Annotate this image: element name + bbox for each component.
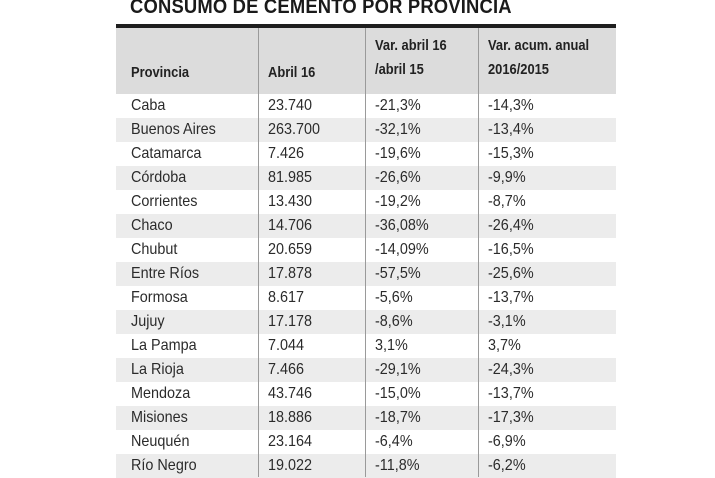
cell-var: -57,5% xyxy=(375,265,421,282)
cell-abril: 81.985 xyxy=(268,169,313,186)
cell-provincia: Neuquén xyxy=(131,433,190,450)
cell-provincia: Mendoza xyxy=(131,385,191,402)
header-var-line2: /abril 15 xyxy=(375,61,424,78)
table-row: Chaco 14.706 -36,08% -26,4% xyxy=(116,214,616,238)
table-row: Corrientes 13.430 -19,2% -8,7% xyxy=(116,190,616,214)
cell-abril: 17.178 xyxy=(268,313,313,330)
cell-abril: 13.430 xyxy=(268,193,313,210)
cell-abril: 17.878 xyxy=(268,265,313,282)
cell-acum: -8,7% xyxy=(488,193,526,210)
table-row: Buenos Aires 263.700 -32,1% -13,4% xyxy=(116,118,616,142)
cell-acum: -15,3% xyxy=(488,145,534,162)
cell-acum: -17,3% xyxy=(488,409,534,426)
cell-var: -6,4% xyxy=(375,433,413,450)
cell-acum: -13,4% xyxy=(488,121,534,138)
cell-provincia: Caba xyxy=(131,97,166,114)
cell-var: -11,8% xyxy=(375,457,420,474)
table-row: Jujuy 17.178 -8,6% -3,1% xyxy=(116,310,616,334)
cell-acum: -13,7% xyxy=(488,385,534,402)
cell-provincia: Corrientes xyxy=(131,193,198,210)
cell-abril: 8.617 xyxy=(268,289,305,306)
table-row: Chubut 20.659 -14,09% -16,5% xyxy=(116,238,616,262)
cell-var: -18,7% xyxy=(375,409,421,426)
cell-provincia: Formosa xyxy=(131,289,188,306)
header-acum-line1: Var. acum. anual xyxy=(488,37,590,54)
cell-var: -14,09% xyxy=(375,241,429,258)
table-row: La Pampa 7.044 3,1% 3,7% xyxy=(116,334,616,358)
table-row: Formosa 8.617 -5,6% -13,7% xyxy=(116,286,616,310)
cell-abril: 20.659 xyxy=(268,241,313,258)
cell-abril: 7.044 xyxy=(268,337,305,354)
cell-var: -5,6% xyxy=(375,289,413,306)
cement-table: Provincia Abril 16 Var. abril 16 /abril … xyxy=(116,28,616,478)
table-header: Provincia Abril 16 Var. abril 16 /abril … xyxy=(116,28,616,94)
table-title: CONSUMO DE CEMENTO POR PROVINCIA xyxy=(130,0,512,18)
cell-abril: 23.740 xyxy=(268,97,313,114)
cell-var: 3,1% xyxy=(375,337,408,354)
cell-provincia: Chubut xyxy=(131,241,178,258)
cell-var: -19,2% xyxy=(375,193,421,210)
cell-acum: -13,7% xyxy=(488,289,534,306)
table-row: Mendoza 43.746 -15,0% -13,7% xyxy=(116,382,616,406)
cell-acum: -6,2% xyxy=(488,457,526,474)
cell-provincia: Catamarca xyxy=(131,145,202,162)
table-row: Misiones 18.886 -18,7% -17,3% xyxy=(116,406,616,430)
cell-acum: -24,3% xyxy=(488,361,534,378)
cell-abril: 7.466 xyxy=(268,361,305,378)
cell-provincia: Jujuy xyxy=(131,313,165,330)
cell-provincia: Buenos Aires xyxy=(131,121,216,138)
column-divider xyxy=(258,28,259,477)
cell-acum: -26,4% xyxy=(488,217,534,234)
cell-provincia: Chaco xyxy=(131,217,173,234)
cell-var: -21,3% xyxy=(375,97,421,114)
header-provincia: Provincia xyxy=(131,64,190,81)
cell-acum: -9,9% xyxy=(488,169,526,186)
cell-abril: 18.886 xyxy=(268,409,313,426)
column-divider xyxy=(365,28,366,477)
cell-abril: 23.164 xyxy=(268,433,313,450)
cell-var: -19,6% xyxy=(375,145,421,162)
table-row: La Rioja 7.466 -29,1% -24,3% xyxy=(116,358,616,382)
cell-provincia: Córdoba xyxy=(131,169,187,186)
cell-acum: -3,1% xyxy=(488,313,526,330)
cell-abril: 43.746 xyxy=(268,385,313,402)
table-row: Entre Ríos 17.878 -57,5% -25,6% xyxy=(116,262,616,286)
cell-provincia: La Pampa xyxy=(131,337,197,354)
header-var-line1: Var. abril 16 xyxy=(375,37,447,54)
cell-provincia: Entre Ríos xyxy=(131,265,200,282)
table-row: Neuquén 23.164 -6,4% -6,9% xyxy=(116,430,616,454)
cell-var: -36,08% xyxy=(375,217,429,234)
cell-acum: -25,6% xyxy=(488,265,534,282)
cell-var: -26,6% xyxy=(375,169,421,186)
cell-var: -32,1% xyxy=(375,121,421,138)
cell-acum: -14,3% xyxy=(488,97,534,114)
cell-acum: -6,9% xyxy=(488,433,526,450)
cell-provincia: La Rioja xyxy=(131,361,184,378)
cell-acum: 3,7% xyxy=(488,337,521,354)
table-row: Caba 23.740 -21,3% -14,3% xyxy=(116,94,616,118)
cell-abril: 19.022 xyxy=(268,457,313,474)
cell-var: -15,0% xyxy=(375,385,421,402)
cell-provincia: Río Negro xyxy=(131,457,197,474)
table-row: Río Negro 19.022 -11,8% -6,2% xyxy=(116,454,616,478)
cell-abril: 14.706 xyxy=(268,217,313,234)
table-row: Catamarca 7.426 -19,6% -15,3% xyxy=(116,142,616,166)
cell-acum: -16,5% xyxy=(488,241,534,258)
cell-var: -8,6% xyxy=(375,313,413,330)
cell-provincia: Misiones xyxy=(131,409,188,426)
header-abril: Abril 16 xyxy=(268,64,316,81)
cell-abril: 263.700 xyxy=(268,121,321,138)
table-row: Córdoba 81.985 -26,6% -9,9% xyxy=(116,166,616,190)
cell-var: -29,1% xyxy=(375,361,421,378)
cell-abril: 7.426 xyxy=(268,145,305,162)
title-rule xyxy=(116,24,616,28)
column-divider xyxy=(478,28,479,477)
header-acum-line2: 2016/2015 xyxy=(488,61,549,78)
